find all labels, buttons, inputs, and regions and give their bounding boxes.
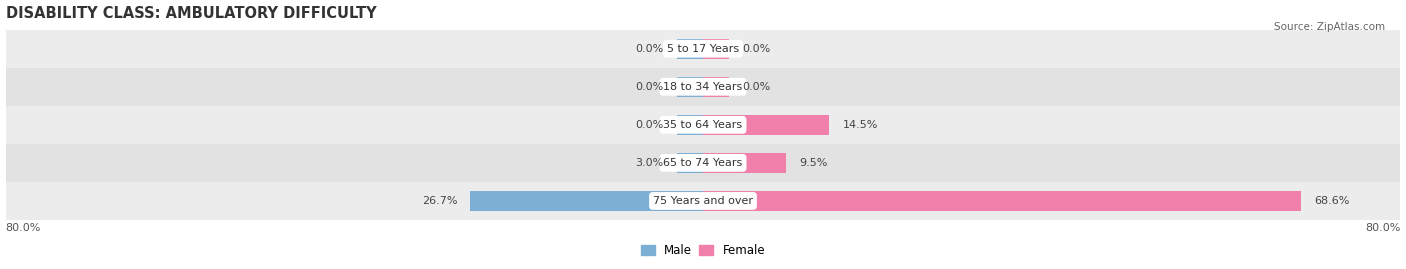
Text: 0.0%: 0.0% [742,44,770,54]
Text: 35 to 64 Years: 35 to 64 Years [664,120,742,130]
Bar [703,115,830,135]
Text: 80.0%: 80.0% [1365,223,1400,233]
Text: Source: ZipAtlas.com: Source: ZipAtlas.com [1274,22,1385,31]
Bar [703,191,1301,211]
Text: 80.0%: 80.0% [6,223,41,233]
Bar [676,115,703,135]
Bar [703,77,730,97]
Bar [676,39,703,59]
Text: 26.7%: 26.7% [422,196,457,206]
Bar [6,182,1400,220]
Text: 0.0%: 0.0% [636,82,664,92]
Text: 5 to 17 Years: 5 to 17 Years [666,44,740,54]
Text: 0.0%: 0.0% [636,120,664,130]
Text: 3.0%: 3.0% [636,158,664,168]
Bar [676,153,703,173]
Text: 14.5%: 14.5% [842,120,877,130]
Bar [6,68,1400,106]
Text: 0.0%: 0.0% [742,82,770,92]
Bar [703,153,786,173]
Text: 18 to 34 Years: 18 to 34 Years [664,82,742,92]
Text: 0.0%: 0.0% [636,44,664,54]
Bar [676,77,703,97]
Bar [6,144,1400,182]
Bar [703,39,730,59]
Bar [6,30,1400,68]
Text: 68.6%: 68.6% [1315,196,1350,206]
Bar [470,191,703,211]
Text: 75 Years and over: 75 Years and over [652,196,754,206]
Legend: Male, Female: Male, Female [636,239,770,261]
Text: 9.5%: 9.5% [799,158,827,168]
Text: DISABILITY CLASS: AMBULATORY DIFFICULTY: DISABILITY CLASS: AMBULATORY DIFFICULTY [6,6,377,20]
Text: 65 to 74 Years: 65 to 74 Years [664,158,742,168]
Bar [6,106,1400,144]
